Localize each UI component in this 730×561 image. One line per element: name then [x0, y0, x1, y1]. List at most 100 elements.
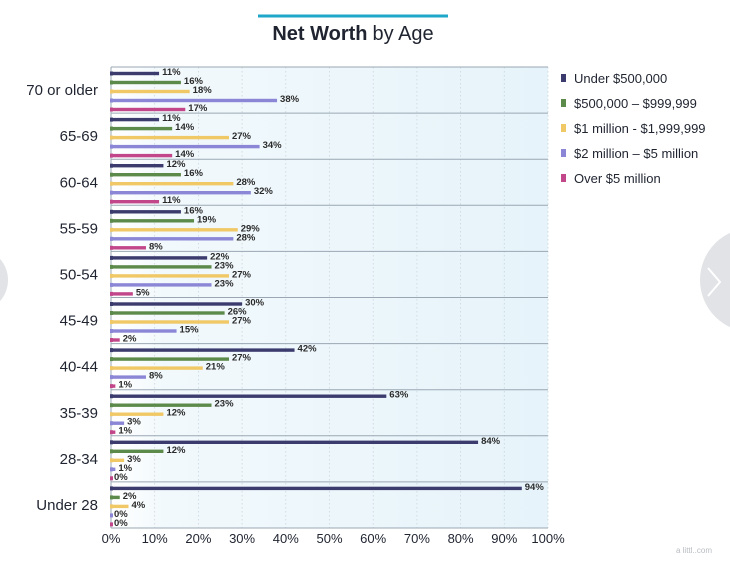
x-tick-label: 70%	[404, 531, 430, 546]
data-label: 18%	[193, 85, 213, 96]
bar-cap	[110, 403, 113, 408]
x-tick-label: 60%	[360, 531, 386, 546]
legend-swatch	[561, 124, 566, 132]
chevron-right-icon	[707, 267, 722, 297]
bar-cap	[110, 181, 113, 186]
bar-cap	[110, 458, 113, 463]
bar-cap	[110, 89, 113, 94]
legend-swatch	[561, 149, 566, 157]
bar-cap	[110, 320, 113, 324]
bar	[111, 357, 229, 361]
bar-cap	[110, 394, 113, 399]
bar	[111, 246, 146, 250]
bar	[111, 292, 133, 296]
category-label: 28-34	[60, 451, 98, 468]
bar	[111, 200, 160, 204]
bar	[111, 449, 164, 453]
data-label: 19%	[197, 214, 217, 225]
bar-cap	[110, 199, 113, 204]
x-tick-label: 10%	[142, 531, 168, 546]
data-label: 3%	[127, 417, 141, 428]
data-label: 27%	[232, 353, 252, 364]
bar-cap	[110, 264, 113, 269]
bar	[111, 126, 173, 131]
bar-cap	[110, 467, 113, 472]
data-label: 2%	[123, 334, 137, 345]
bar-cap	[110, 412, 113, 417]
x-tick-label: 80%	[448, 531, 474, 546]
data-label: 0%	[114, 472, 128, 483]
bar	[111, 394, 387, 398]
bar	[111, 182, 234, 186]
x-tick-label: 50%	[316, 531, 342, 546]
bar	[111, 311, 225, 315]
bar	[111, 219, 195, 223]
data-label: 8%	[149, 241, 163, 252]
bar	[111, 412, 164, 416]
bar-cap	[110, 440, 113, 445]
legend-swatch	[561, 174, 566, 182]
bar-cap	[110, 218, 113, 223]
data-label: 22%	[210, 251, 230, 262]
bar-cap	[110, 495, 113, 500]
bar	[111, 210, 181, 214]
bar	[111, 495, 120, 500]
next-slide-arrow[interactable]	[700, 228, 730, 332]
bar-cap	[110, 117, 113, 122]
legend-entry: Under $500,000	[574, 71, 667, 86]
data-label: 17%	[188, 103, 208, 114]
bar	[111, 164, 164, 168]
x-tick-label: 20%	[185, 531, 211, 546]
data-label: 16%	[184, 168, 204, 179]
category-label: 70 or older	[26, 82, 98, 99]
bar	[111, 80, 181, 85]
watermark-text: a littl..com	[676, 546, 712, 555]
category-label: 55-59	[60, 220, 98, 237]
bar	[111, 504, 129, 509]
category-label: 65-69	[60, 128, 98, 145]
bar-cap	[110, 282, 113, 287]
bar-cap	[110, 384, 113, 389]
category-labels: 70 or older 65-69 60-64 55-59 50-54 45-49 40-4…	[26, 82, 98, 514]
data-label: 0%	[114, 509, 128, 520]
x-tick-label: 0%	[102, 531, 121, 546]
data-label: 1%	[118, 380, 132, 391]
category-label: 40-44	[60, 359, 98, 376]
bar	[111, 256, 208, 260]
bar-cap	[110, 190, 113, 195]
bar	[111, 117, 160, 122]
bar-cap	[110, 227, 113, 232]
x-tick-label: 100%	[531, 531, 565, 546]
bar	[111, 302, 243, 306]
bar	[111, 153, 173, 158]
bar	[111, 228, 238, 232]
bar	[111, 135, 229, 140]
bar-cap	[110, 366, 113, 371]
bar	[111, 375, 146, 379]
x-tick-label: 40%	[273, 531, 299, 546]
data-label: 94%	[525, 482, 545, 493]
bar-cap	[110, 311, 113, 315]
bar	[111, 237, 234, 241]
bar-cap	[110, 421, 113, 426]
bar-cap	[110, 522, 113, 527]
data-label: 84%	[481, 436, 501, 447]
data-label: 1%	[118, 426, 132, 437]
data-label: 63%	[389, 390, 409, 401]
data-label: 34%	[263, 140, 283, 151]
data-label: 30%	[245, 298, 265, 309]
prev-slide-arrow[interactable]	[0, 248, 8, 312]
data-label: 11%	[162, 195, 181, 206]
bar-cap	[110, 135, 113, 140]
bar	[111, 107, 186, 112]
legend-entry: Over $5 million	[574, 171, 661, 186]
bar-cap	[110, 302, 113, 306]
data-label: 28%	[236, 232, 256, 243]
bar	[111, 366, 203, 370]
bar-cap	[110, 476, 113, 481]
data-label: 16%	[184, 205, 204, 216]
bar	[111, 348, 295, 352]
bar-cap	[110, 71, 113, 76]
data-label: 29%	[241, 223, 261, 234]
